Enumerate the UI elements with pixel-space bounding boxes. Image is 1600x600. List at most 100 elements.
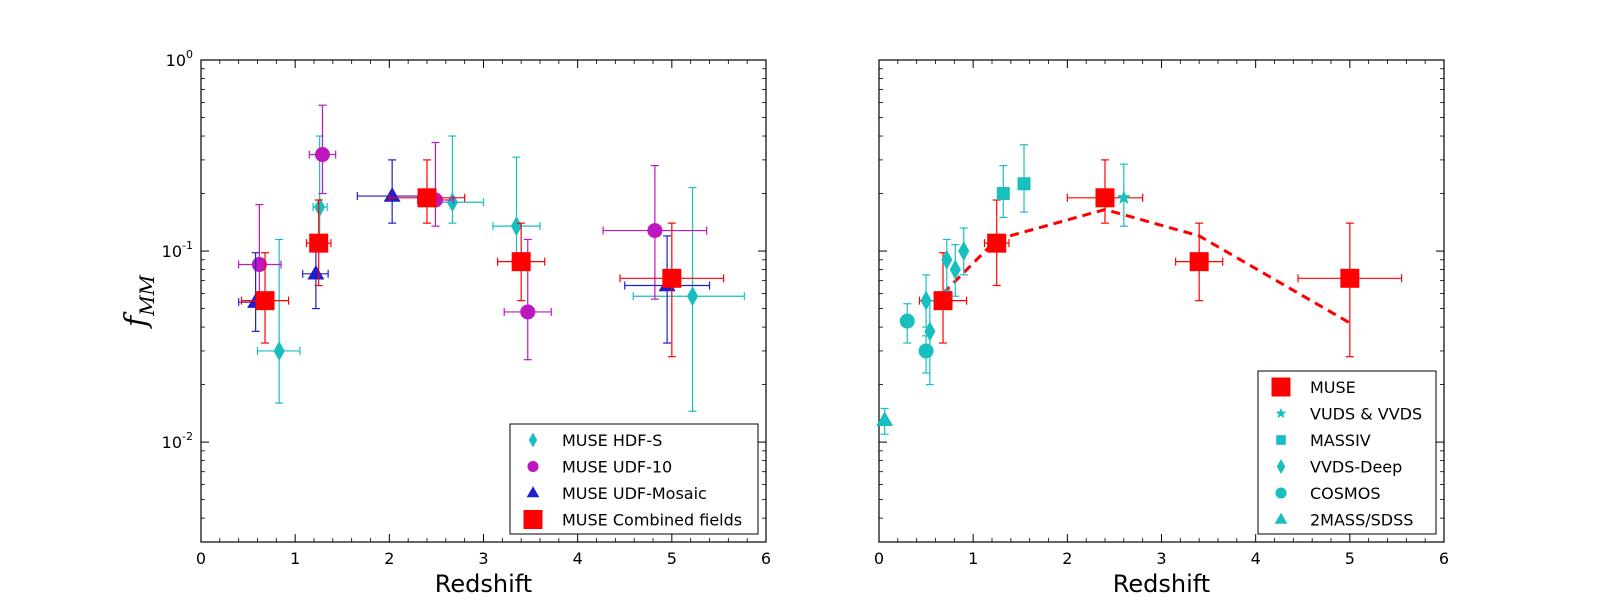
series-vvds-deep: [920, 227, 970, 386]
x-axis-label: Redshift: [1113, 570, 1210, 598]
error-bar: [492, 156, 541, 261]
data-point: [647, 223, 663, 239]
data-point: [941, 249, 953, 270]
y-tick-base: 10: [162, 433, 182, 452]
x-tick-label: 1: [968, 549, 978, 568]
legend-marker: [527, 460, 539, 473]
legend-label: MUSE UDF-10: [562, 458, 672, 477]
error-bar: [238, 204, 282, 306]
data-point: [958, 241, 970, 262]
data-point: [1095, 188, 1115, 208]
legend-marker: [526, 486, 540, 498]
y-tick-base: 10: [162, 242, 182, 261]
x-tick-label: 2: [384, 549, 394, 568]
legend-marker: [1275, 487, 1287, 499]
data-point: [520, 304, 536, 320]
legend-box: [1257, 370, 1437, 535]
x-axis-label: Redshift: [435, 570, 532, 598]
data-point: [510, 216, 523, 237]
y-tick-exponent: 0: [186, 48, 193, 61]
legend-label: 2MASS/SDSS: [1310, 511, 1413, 530]
legend-label: MUSE Combined fields: [562, 511, 742, 530]
data-point: [309, 233, 329, 253]
legend: MUSE HDF-S MUSE UDF-10 MUSE UDF-Mosaic MUSE…: [509, 423, 759, 535]
y-tick-exponent: -2: [182, 430, 193, 443]
data-point: [918, 343, 934, 359]
data-point: [511, 252, 531, 272]
x-tick-label: 4: [1251, 549, 1261, 568]
legend-marker: [1271, 377, 1291, 397]
x-tick-label: 2: [1062, 549, 1072, 568]
data-point: [314, 196, 326, 218]
series-vuds-vvds: [1116, 163, 1132, 227]
data-point: [307, 264, 325, 280]
y-axis-label: fMM: [119, 274, 159, 329]
data-point: [273, 340, 285, 361]
y-tick-label: 100: [166, 48, 193, 70]
x-tick-label: 3: [478, 549, 488, 568]
legend-label: MUSE HDF-S: [562, 431, 662, 450]
y-tick-label: 10-2: [162, 430, 193, 452]
error-bar: [925, 300, 934, 386]
series-cosmos: [899, 303, 934, 374]
legend-label: COSMOS: [1310, 484, 1380, 503]
data-point: [251, 257, 267, 273]
data-point: [949, 259, 961, 280]
data-point: [417, 188, 437, 208]
data-point: [383, 187, 401, 202]
legend-box: [509, 423, 759, 535]
data-point: [314, 147, 330, 163]
data-point: [1189, 252, 1209, 272]
data-point: [996, 187, 1010, 201]
y-tick-exponent: -1: [182, 239, 193, 252]
data-point: [933, 291, 953, 311]
y-tick-label: 10-1: [162, 239, 193, 261]
error-bar: [435, 135, 485, 224]
error-bar: [619, 222, 725, 358]
data-point: [1340, 268, 1360, 288]
right-panel: 0 1 2 3 4 5 6 Redshift MUSE VUDS & VVDS MASSIV VVDS…: [874, 59, 1449, 598]
legend-label: VUDS & VVDS: [1310, 405, 1422, 424]
legend-label: MASSIV: [1310, 431, 1371, 450]
x-tick-label: 6: [1439, 549, 1449, 568]
error-bar: [416, 141, 454, 227]
x-tick-label: 4: [573, 549, 583, 568]
data-point: [899, 313, 915, 329]
legend-marker: [1276, 458, 1286, 475]
data-point: [686, 286, 699, 307]
x-tick-label: 3: [1156, 549, 1166, 568]
data-point: [662, 268, 682, 288]
data-point: [876, 411, 894, 427]
legend-label: MUSE: [1310, 378, 1356, 397]
data-point: [1017, 177, 1031, 191]
legend-label: MUSE UDF-Mosaic: [562, 484, 707, 503]
y-tick-base: 10: [166, 51, 186, 70]
legend: MUSE VUDS & VVDS MASSIV VVDS-Deep COSMOS 2MAS…: [1257, 370, 1437, 535]
legend-marker: [1275, 407, 1287, 419]
data-point: [987, 233, 1007, 253]
series-muse: [918, 159, 1403, 358]
x-tick-label: 5: [1345, 549, 1355, 568]
series-2mass-sdss: [876, 407, 894, 435]
data-point: [446, 192, 458, 213]
y-axis-label-subscript: MM: [135, 274, 159, 316]
x-tick-label: 5: [667, 549, 677, 568]
series-muse-udf-10: [238, 104, 708, 361]
legend-label: VVDS-Deep: [1310, 458, 1402, 477]
legend-marker: [528, 432, 538, 448]
fit-line: [941, 207, 1351, 325]
series-massiv: [996, 144, 1031, 219]
x-tick-label: 1: [290, 549, 300, 568]
x-tick-label: 0: [196, 549, 206, 568]
legend-marker: [1274, 512, 1288, 524]
legend-marker: [1276, 435, 1286, 445]
data-point: [255, 291, 275, 311]
data-point: [1116, 190, 1132, 205]
x-tick-label: 0: [874, 549, 884, 568]
legend-marker: [523, 510, 543, 529]
x-tick-label: 6: [761, 549, 771, 568]
series-muse-combined-fields: [240, 159, 725, 358]
error-bar: [1297, 222, 1403, 358]
